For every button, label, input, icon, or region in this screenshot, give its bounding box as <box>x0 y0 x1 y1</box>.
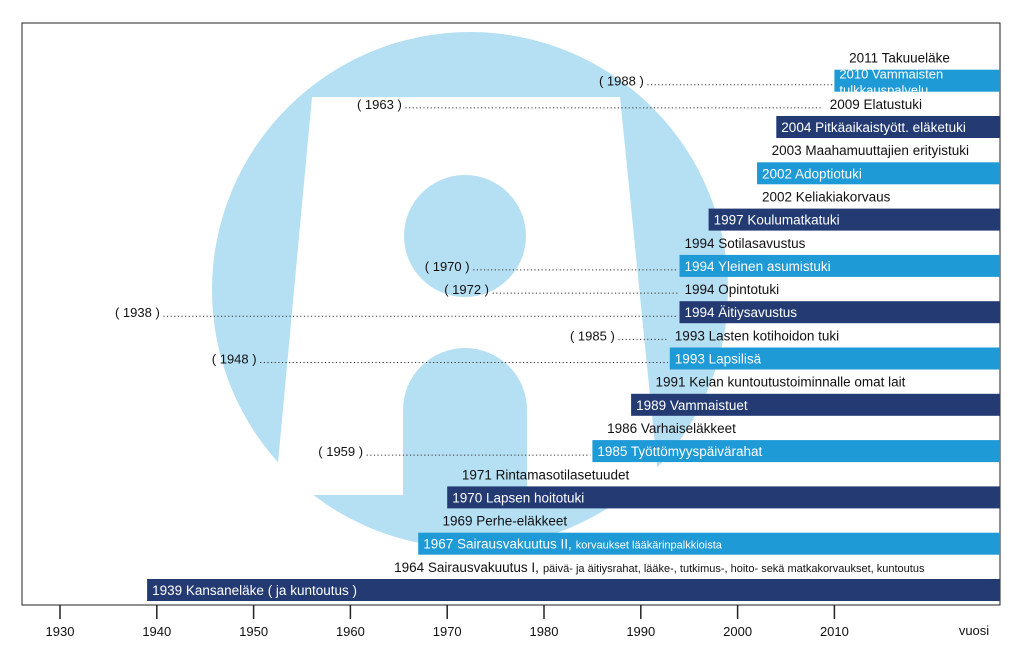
benefit-label: 1994 Yleinen asumistuki <box>685 259 831 274</box>
benefit-bar <box>757 162 1000 185</box>
x-tick-label: 1930 <box>46 624 75 639</box>
benefit-bar <box>147 579 1001 601</box>
benefit-label: 2002 Keliakiakorvaus <box>762 190 891 205</box>
benefit-row: 1985 Työttömyyspäivärahat ( 1959 ) <box>318 440 1000 463</box>
origin-guides <box>163 84 833 456</box>
benefit-row: 1994 Opintotuki ( 1972 ) <box>444 282 779 297</box>
x-tick-label: 2000 <box>723 624 752 639</box>
benefit-label: 1994 Äitiysavustus <box>685 305 798 320</box>
benefit-bar <box>631 393 1000 416</box>
origin-label: ( 1972 ) <box>444 282 489 297</box>
benefit-row: 1986 Varhaiseläkkeet <box>607 421 736 436</box>
x-tick-label: 1980 <box>530 624 559 639</box>
x-tick-label: 1940 <box>142 624 171 639</box>
benefit-label: 2004 Pitkäaikaistyött. eläketuki <box>781 120 966 135</box>
logo-notch <box>498 97 564 123</box>
benefit-bar <box>669 347 1000 370</box>
benefit-label: 1994 Sotilasavustus <box>685 236 806 251</box>
x-tick-label: 1950 <box>239 624 268 639</box>
origin-label: ( 1959 ) <box>318 444 363 459</box>
x-axis-label: vuosi <box>959 623 989 638</box>
x-tick-label: 2010 <box>820 624 849 639</box>
benefit-bar <box>418 532 1000 555</box>
benefit-label-line: 2010 Vammaisten <box>839 67 943 82</box>
benefit-label: 2009 Elatustuki <box>830 97 922 112</box>
benefit-row: 2003 Maahamuuttajien erityistuki <box>772 143 969 158</box>
benefit-row: 2009 Elatustuki ( 1963 ) <box>357 97 922 112</box>
benefit-row: 1971 Rintamasotilasetuudet <box>462 467 630 482</box>
benefit-row: 1994 Sotilasavustus <box>685 236 806 251</box>
logo-notch <box>370 97 436 123</box>
benefit-label: 1997 Koulumatkatuki <box>714 213 840 228</box>
benefit-label: 1939 Kansaneläke ( ja kuntoutus ) <box>152 583 357 598</box>
benefit-label: 2011 Takuueläke <box>849 51 950 66</box>
benefit-note: päivä- ja äitiysrahat, lääke-, tutkimus-… <box>543 563 925 575</box>
benefit-label: 1993 Lasten kotihoidon tuki <box>675 328 839 343</box>
benefit-row: 1967 Sairausvakuutus II, korvaukset lääkä… <box>418 532 1000 555</box>
benefit-label: 2010 Vammaisten tulkkauspalvelu <box>839 67 943 98</box>
benefit-label: 1994 Opintotuki <box>685 282 780 297</box>
benefit-label: 1986 Varhaiseläkkeet <box>607 421 736 436</box>
benefit-bar <box>447 486 1000 509</box>
benefit-bar <box>776 116 1000 138</box>
origin-label: ( 1963 ) <box>357 97 402 112</box>
benefit-row: 1993 Lasten kotihoidon tuki ( 1985 ) <box>570 328 839 343</box>
x-axis-ticks: 1930 1940 1950 1960 1970 1980 1990 2000 2010 <box>46 605 849 639</box>
benefit-row: 1994 Äitiysavustus ( 1938 ) <box>115 301 1000 324</box>
benefit-note: korvaukset lääkärinpalkkioista <box>576 540 723 552</box>
benefit-label: 1991 Kelan kuntoutustoiminnalle omat lai… <box>656 375 906 390</box>
benefit-label: 2003 Maahamuuttajien erityistuki <box>772 143 969 158</box>
benefit-bar <box>708 208 1000 231</box>
kela-logo <box>212 32 728 548</box>
benefit-label: 1989 Vammaistuet <box>636 398 748 413</box>
origin-label: ( 1938 ) <box>115 305 160 320</box>
benefit-label: 1969 Perhe-eläkkeet <box>443 514 568 529</box>
benefit-row: 2002 Keliakiakorvaus <box>762 190 891 205</box>
x-tick-label: 1970 <box>433 624 462 639</box>
benefit-row: 1993 Lapsilisä ( 1948 ) <box>212 347 1000 370</box>
benefit-row: 2011 Takuueläke <box>849 51 950 66</box>
benefit-row: 1964 Sairausvakuutus I, päivä- ja äitiysr… <box>394 560 925 575</box>
benefit-label: 1971 Rintamasotilasetuudet <box>462 467 630 482</box>
benefit-row: 2002 Adoptiotuki <box>757 162 1000 185</box>
x-tick-label: 1990 <box>626 624 655 639</box>
benefit-row: 2004 Pitkäaikaistyött. eläketuki <box>776 116 1000 138</box>
benefit-label-line: tulkkauspalvelu <box>839 83 928 98</box>
origin-label: ( 1970 ) <box>425 259 470 274</box>
benefit-row: 1997 Koulumatkatuki <box>708 208 1000 231</box>
benefit-bar <box>592 440 1000 463</box>
benefit-label: 1985 Työttömyyspäivärahat <box>597 444 762 459</box>
benefit-row: 2010 Vammaisten tulkkauspalvelu ( 1988 ) <box>599 67 1000 98</box>
benefit-label: 1964 Sairausvakuutus I, päivä- ja äitiysr… <box>394 560 925 575</box>
origin-label: ( 1948 ) <box>212 352 257 367</box>
benefit-bar <box>679 301 1000 324</box>
logo-head <box>404 175 526 297</box>
benefit-row: 1969 Perhe-eläkkeet <box>443 514 568 529</box>
benefit-row: 1994 Yleinen asumistuki ( 1970 ) <box>425 254 1000 277</box>
benefit-row: 1991 Kelan kuntoutustoiminnalle omat lai… <box>656 375 906 390</box>
benefit-row: 1970 Lapsen hoitotuki <box>447 486 1000 509</box>
origin-label: ( 1988 ) <box>599 74 644 89</box>
benefit-label: 1993 Lapsilisä <box>675 352 762 367</box>
benefit-label: 1970 Lapsen hoitotuki <box>452 490 584 505</box>
origin-label: ( 1985 ) <box>570 328 615 343</box>
x-tick-label: 1960 <box>336 624 365 639</box>
benefit-row: 1939 Kansaneläke ( ja kuntoutus ) <box>147 579 1001 601</box>
benefit-bar <box>679 254 1000 277</box>
benefit-label: 2002 Adoptiotuki <box>762 166 862 181</box>
benefit-bar <box>834 69 1000 92</box>
benefit-row: 1989 Vammaistuet <box>631 393 1000 416</box>
